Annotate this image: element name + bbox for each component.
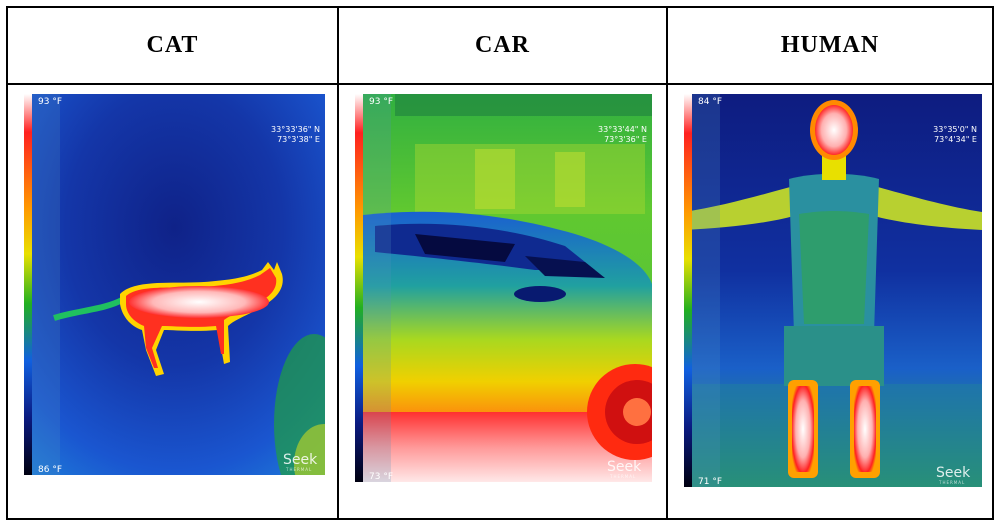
latitude-car: 33°33'44" N	[598, 125, 647, 134]
header-cat: CAT	[8, 8, 339, 85]
header-car: CAR	[339, 8, 668, 85]
seek-logo-sub-cat: THERMAL	[285, 467, 312, 472]
seek-logo-sub-car: THERMAL	[609, 474, 636, 479]
latitude-cat: 33°33'36" N	[271, 125, 320, 134]
seek-logo-car: Seek	[607, 459, 642, 475]
longitude-car: 73°3'36" E	[604, 135, 647, 144]
scale-min-human: 71 °F	[698, 477, 722, 487]
scale-max-cat: 93 °F	[38, 97, 62, 107]
scale-max-human: 84 °F	[698, 97, 722, 107]
seek-logo-cat: Seek	[283, 452, 318, 468]
longitude-human: 73°4'34" E	[934, 135, 977, 144]
cell-car: 93 °F 73 °F 33°33'44" N 73°3'36" E Seek …	[339, 85, 668, 518]
cell-human: 84 °F 71 °F 33°35'0" N 73°4'34" E Seek T…	[668, 85, 992, 518]
thermal-image-cat: 93 °F 86 °F 33°33'36" N 73°3'38" E Seek …	[24, 94, 325, 475]
header-human: HUMAN	[668, 8, 992, 85]
cell-cat: 93 °F 86 °F 33°33'36" N 73°3'38" E Seek …	[8, 85, 339, 518]
scale-min-cat: 86 °F	[38, 465, 62, 475]
seek-logo-human: Seek	[936, 465, 971, 481]
scale-max-car: 93 °F	[369, 97, 393, 107]
scale-min-car: 73 °F	[369, 472, 393, 482]
thermal-image-car: 93 °F 73 °F 33°33'44" N 73°3'36" E Seek …	[355, 94, 652, 482]
comparison-table: CAT CAR HUMAN	[6, 6, 994, 520]
longitude-cat: 73°3'38" E	[277, 135, 320, 144]
latitude-human: 33°35'0" N	[933, 125, 977, 134]
thermal-image-human: 84 °F 71 °F 33°35'0" N 73°4'34" E Seek T…	[684, 94, 982, 487]
seek-logo-sub-human: THERMAL	[938, 480, 965, 485]
